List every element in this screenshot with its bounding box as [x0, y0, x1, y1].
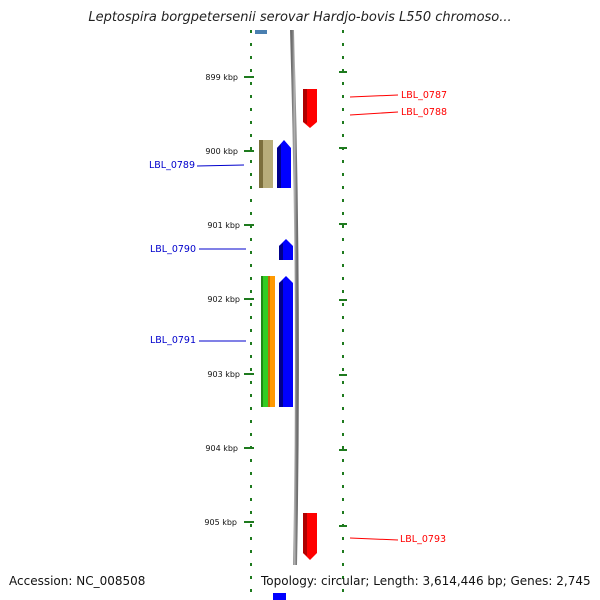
gene-label-LBL_0790[interactable]: LBL_0790 [150, 244, 196, 255]
gene-label-LBL_0791[interactable]: LBL_0791 [150, 335, 196, 346]
label-leader-line [349, 111, 399, 116]
scale-tick-label: 905 kbp [204, 518, 237, 527]
chromosome-backbone [290, 29, 299, 566]
gene-LBL_0793-arrow[interactable] [303, 513, 317, 560]
scale-tick-label: 903 kbp [207, 370, 240, 379]
label-leader-line [196, 164, 245, 167]
partial-feature-top[interactable] [255, 30, 267, 34]
gene-LBL_0790-arrow[interactable] [279, 239, 293, 260]
feature-green-block[interactable] [261, 276, 268, 407]
gene-label-LBL_0789[interactable]: LBL_0789 [149, 160, 195, 171]
feature-orange-block[interactable] [268, 276, 275, 407]
label-leader-line [349, 94, 399, 98]
scale-tick-label: 902 kbp [207, 295, 240, 304]
map-title: Leptospira borgpetersenii serovar Hardjo… [88, 10, 512, 25]
gene-LBL_0789-arrow[interactable] [277, 140, 291, 188]
accession-text: Accession: NC_008508 [9, 574, 146, 588]
feature-tan-block[interactable] [259, 140, 273, 188]
gene-LBL_0787-arrow[interactable] [303, 89, 317, 128]
scale-tick-label: 904 kbp [205, 444, 238, 453]
scale-tick-label: 901 kbp [207, 221, 240, 230]
scale-tick-label: 900 kbp [205, 147, 238, 156]
partial-feature-bottom[interactable] [273, 593, 286, 600]
genome-summary-text: Topology: circular; Length: 3,614,446 bp… [261, 574, 591, 588]
label-leader-line [349, 537, 399, 541]
scale-tick-label: 899 kbp [205, 73, 238, 82]
gene-label-LBL_0787[interactable]: LBL_0787 [401, 90, 447, 101]
gene-label-LBL_0788[interactable]: LBL_0788 [401, 107, 447, 118]
gene-label-LBL_0793[interactable]: LBL_0793 [400, 534, 446, 545]
gene-LBL_0791-arrow[interactable] [279, 276, 293, 407]
